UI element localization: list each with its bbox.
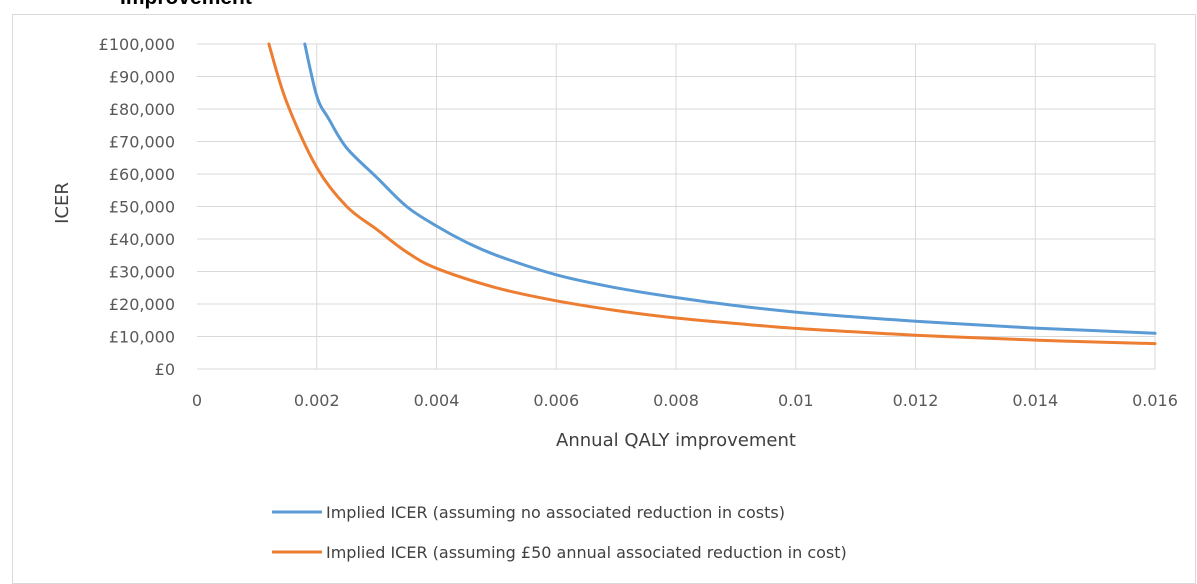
y-tick-label: £80,000 [109,100,175,119]
y-tick-label: £20,000 [109,295,175,314]
series-lines [267,42,1157,346]
x-tick-label: 0.014 [1012,391,1058,410]
x-axis-label: Annual QALY improvement [556,430,796,451]
y-tick-label: £50,000 [109,198,175,217]
y-tick-label: £90,000 [109,68,175,87]
y-tick-label: £60,000 [109,165,175,184]
x-tick-label: 0.006 [533,391,579,410]
series-line-1 [303,42,1157,335]
y-tick-label: £70,000 [109,133,175,152]
y-tick-label: £10,000 [109,328,175,347]
y-axis-tick-labels: £0 £10,000 £20,000 £30,000 £40,000 £50,000 £60… [99,35,175,379]
x-tick-label: 0.002 [294,391,340,410]
x-tick-label: 0 [192,391,202,410]
legend-label-2: Implied ICER (assuming £50 annual associ… [326,543,847,562]
x-tick-label: 0.012 [893,391,939,410]
x-tick-label: 0.008 [653,391,699,410]
y-tick-label: £100,000 [99,35,175,54]
x-axis-tick-labels: 0 0.002 0.004 0.006 0.008 0.01 0.012 0.014 0.016 [192,391,1178,410]
y-axis-label: ICER [52,182,73,224]
series-line-2 [267,42,1157,346]
x-tick-label: 0.016 [1132,391,1178,410]
horizontal-gridlines [197,43,1155,370]
y-tick-label: £30,000 [109,263,175,282]
chart-heading-fragment: Improvement [120,0,252,10]
y-tick-label: £40,000 [109,230,175,249]
legend-label-1: Implied ICER (assuming no associated red… [326,503,785,522]
x-tick-label: 0.004 [414,391,460,410]
x-tick-label: 0.01 [778,391,814,410]
y-tick-label: £0 [155,360,175,379]
legend: Implied ICER (assuming no associated red… [272,503,847,562]
